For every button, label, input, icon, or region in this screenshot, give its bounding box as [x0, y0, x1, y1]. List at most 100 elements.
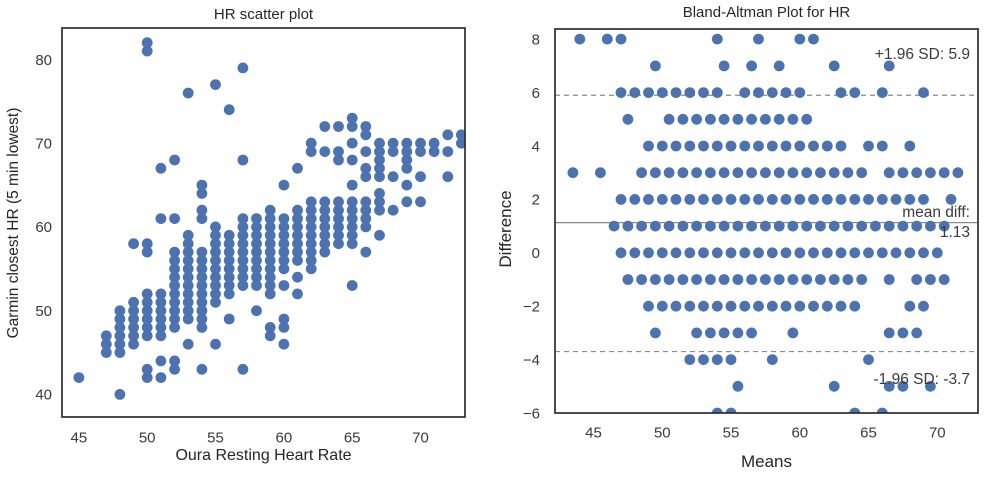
data-point [828, 167, 840, 179]
data-point [615, 194, 627, 205]
data-point [863, 194, 874, 205]
data-point [897, 167, 909, 179]
data-point [128, 305, 140, 317]
data-point [333, 213, 344, 225]
data-point [223, 246, 235, 258]
data-point [346, 221, 358, 233]
data-point [760, 167, 771, 179]
data-point [801, 274, 813, 285]
data-point [753, 247, 764, 259]
bland-altman-y-ticks: 8 6 4 2 0 −2 −4 −6 [523, 31, 540, 422]
data-point [237, 246, 249, 258]
data-point [677, 274, 689, 285]
data-point [739, 300, 751, 312]
data-point [753, 140, 764, 152]
bland-altman-x-ticks: 45 50 55 60 65 70 [585, 424, 945, 441]
x-tick-label: 55 [723, 424, 740, 441]
data-point [141, 45, 153, 57]
data-point [305, 246, 317, 258]
data-point [264, 221, 276, 233]
data-point [278, 238, 290, 250]
left-scatter-points [73, 37, 465, 400]
data-point [725, 247, 737, 259]
x-tick-label: 50 [654, 424, 671, 441]
data-point [856, 167, 868, 179]
data-point [945, 194, 957, 205]
data-point [904, 194, 916, 205]
y-tick-label: 4 [532, 138, 540, 155]
data-point [360, 146, 372, 158]
data-point [746, 60, 757, 72]
data-point [684, 354, 696, 365]
data-point [456, 129, 465, 141]
data-point [141, 37, 153, 49]
data-point [897, 327, 909, 339]
left-scatter-axes-box [61, 27, 466, 418]
data-point [732, 220, 744, 232]
data-point [374, 162, 385, 174]
data-point [196, 288, 208, 300]
data-point [374, 204, 385, 216]
data-point [128, 296, 140, 308]
data-point [629, 87, 641, 98]
data-point [278, 179, 290, 191]
data-point [821, 247, 833, 259]
data-point [842, 220, 854, 232]
data-point [141, 372, 153, 383]
data-point [210, 255, 221, 266]
data-point [333, 121, 344, 132]
data-point [319, 229, 331, 241]
data-point [650, 274, 661, 285]
data-point [305, 137, 317, 149]
data-point [643, 300, 654, 312]
data-point [264, 280, 276, 291]
data-point [128, 238, 140, 250]
data-point [595, 167, 606, 179]
data-point [821, 140, 833, 152]
left-scatter-plot: 45 50 55 60 65 70 40 50 60 70 80 [35, 27, 466, 446]
data-point [732, 167, 744, 179]
x-tick-label: 50 [139, 429, 156, 446]
data-point [918, 300, 929, 312]
y-tick-label: −2 [523, 299, 540, 316]
data-point [155, 313, 167, 325]
data-point [656, 87, 668, 98]
data-point [863, 140, 874, 152]
data-point [292, 255, 303, 266]
data-point [237, 271, 249, 283]
data-point [223, 288, 235, 300]
data-point [196, 246, 208, 258]
data-point [691, 274, 702, 285]
data-point [691, 167, 702, 179]
data-point [766, 354, 778, 365]
data-point [656, 247, 668, 259]
data-point [773, 167, 785, 179]
data-point [828, 274, 840, 285]
data-point [264, 322, 276, 333]
mean-diff-value: 1.13 [939, 224, 970, 241]
y-tick-label: 0 [532, 245, 540, 262]
data-point [182, 338, 194, 350]
data-point [849, 87, 861, 98]
data-point [739, 247, 751, 259]
data-point [863, 354, 874, 365]
data-point [918, 247, 929, 259]
data-point [264, 330, 276, 342]
data-point [732, 113, 744, 125]
data-point [278, 255, 290, 266]
data-point [636, 167, 647, 179]
data-point [210, 246, 221, 258]
data-point [169, 305, 181, 317]
data-point [169, 263, 181, 275]
data-point [141, 313, 153, 325]
data-point [863, 247, 874, 259]
data-point [155, 296, 167, 308]
data-point [278, 313, 290, 325]
data-point [182, 280, 194, 291]
data-point [264, 213, 276, 225]
data-point [196, 271, 208, 283]
data-point [346, 179, 358, 191]
data-point [415, 171, 426, 183]
data-point [773, 274, 785, 285]
data-point [333, 146, 344, 158]
